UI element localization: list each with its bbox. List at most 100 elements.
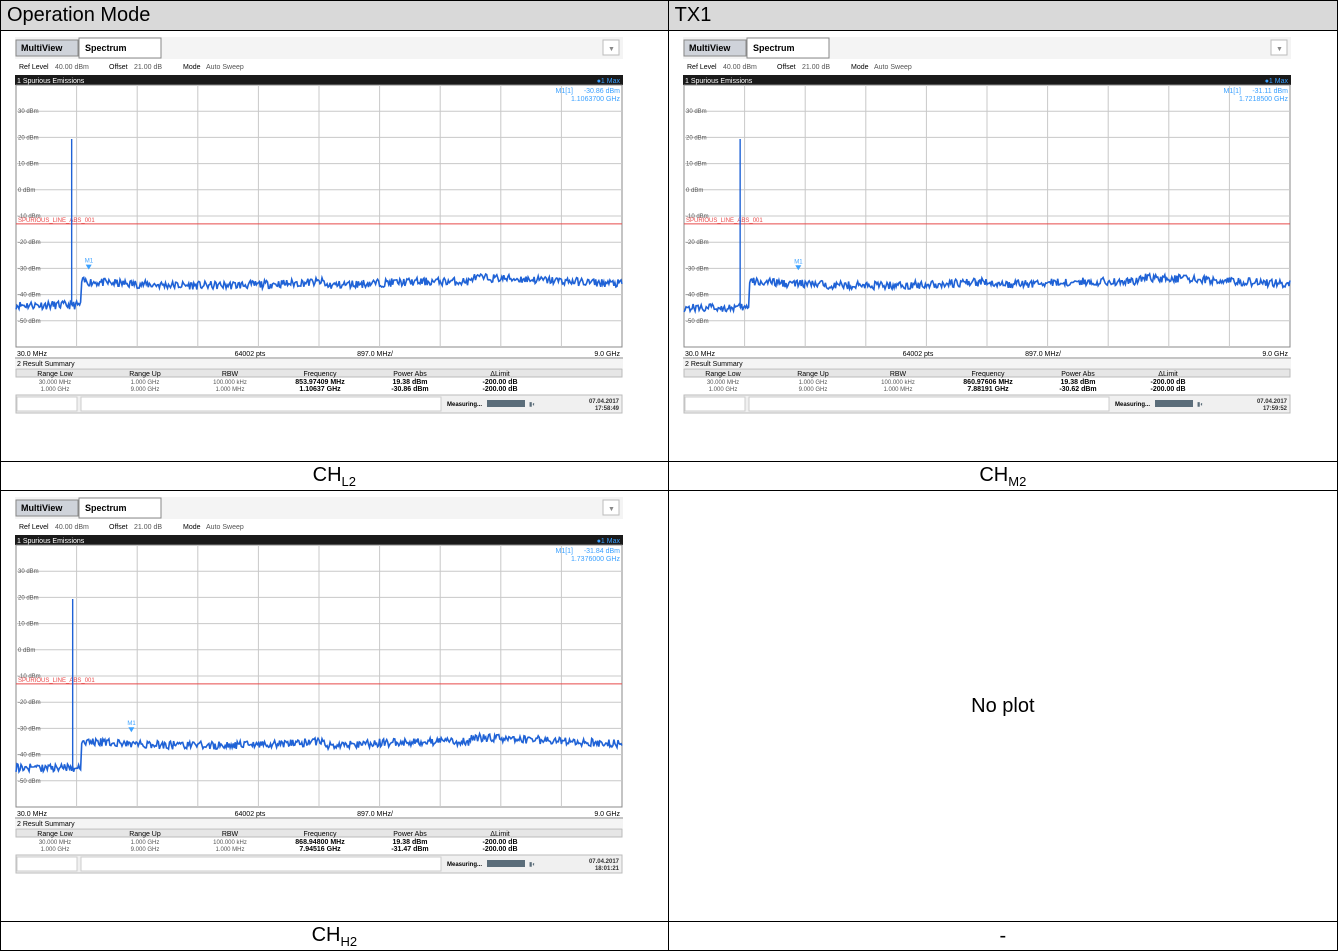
result-range-low: 1.000 GHz <box>708 387 737 393</box>
x-start-label: 30.0 MHz <box>17 811 47 818</box>
status-date: 07.04.2017 <box>1257 399 1288 405</box>
caption-low: CHL2 <box>0 461 669 491</box>
result-header-cell: RBW <box>889 371 906 378</box>
ref-level-value: 40.00 dBm <box>55 524 89 531</box>
ref-level-value: 40.00 dBm <box>723 64 757 71</box>
panel2-title: 2 Result Summary <box>685 361 743 368</box>
y-tick-label: 20 dBm <box>686 135 707 141</box>
y-tick-label: 10 dBm <box>18 162 39 168</box>
offset-label: Offset <box>109 524 128 531</box>
result-header-cell: Power Abs <box>393 371 427 378</box>
points-label: 64002 pts <box>235 351 266 358</box>
status-progress-icon <box>1154 400 1193 407</box>
result-range-up: 1.000 GHz <box>131 840 160 846</box>
x-stop-label: 9.0 GHz <box>594 351 620 358</box>
result-frequency: 7.88191 GHz <box>967 386 1009 393</box>
tab-multiview <box>15 499 79 517</box>
tab-multiview <box>683 39 747 57</box>
mid-freq-label: 897.0 MHz/ <box>1025 351 1061 358</box>
status-field-left <box>684 396 746 412</box>
mode-value: Auto Sweep <box>206 64 244 71</box>
panel1-titlebar <box>682 75 1291 85</box>
mode-label: Mode <box>183 64 201 71</box>
result-header-cell: Range Low <box>37 371 73 378</box>
panel1-title: 1 Spurious Emissions <box>685 78 753 85</box>
marker-readout-freq: 1.7376000 GHz <box>571 556 621 563</box>
spectrum-trace <box>15 731 623 775</box>
tab-multiview-label: MultiView <box>21 503 63 513</box>
y-tick-label: -10 dBm <box>18 214 41 220</box>
tab-multiview-label: MultiView <box>689 43 731 53</box>
tab-spectrum <box>746 37 830 59</box>
result-range-up: 9.000 GHz <box>798 387 827 393</box>
panel2-titlebar <box>682 359 1291 368</box>
marker-readout-label: M1[1] <box>555 88 573 95</box>
trace-label: ●1 Max <box>597 78 621 85</box>
y-tick-label: -30 dBm <box>686 266 709 272</box>
status-field-main <box>748 396 1110 412</box>
panel1-titlebar <box>15 75 623 85</box>
ref-level-label: Ref Level <box>19 524 49 531</box>
y-tick-label: -50 dBm <box>686 319 709 325</box>
y-tick-label: -10 dBm <box>18 674 41 680</box>
mode-value: Auto Sweep <box>874 64 912 71</box>
result-header-cell: Range Up <box>797 371 829 378</box>
result-header-row <box>15 828 623 838</box>
marker-readout-label: M1[1] <box>555 548 573 555</box>
result-header-cell: ΔLimit <box>1158 371 1178 378</box>
caption-low-base: CH <box>312 463 342 486</box>
chevron-down-icon: ▼ <box>608 506 615 513</box>
status-time: 17:59:52 <box>1263 406 1288 412</box>
tab-spectrum <box>78 37 162 59</box>
header-operation-mode: Operation Mode <box>0 0 669 31</box>
result-range-up: 1.000 GHz <box>798 380 827 386</box>
ref-level-label: Ref Level <box>687 64 717 71</box>
header-tx1-text: TX1 <box>674 4 712 26</box>
result-power-abs: -31.47 dBm <box>391 846 428 853</box>
spectrum-svg: MultiView Spectrum ▼ Ref Level 40.00 dBm Offs… <box>15 37 623 414</box>
y-tick-label: 10 dBm <box>18 622 39 628</box>
limit-line-label: SPURIOUS_LINE_ABS_001 <box>18 678 95 684</box>
result-range-up: 9.000 GHz <box>131 387 160 393</box>
y-tick-label: -40 dBm <box>18 753 41 759</box>
result-frequency: 868.94800 MHz <box>295 839 345 846</box>
caption-mid: CHM2 <box>667 461 1338 491</box>
spectrum-trace <box>682 271 1291 315</box>
spectrum-trace <box>15 272 623 312</box>
caption-mid-sub: M2 <box>1008 473 1027 489</box>
result-power-abs: -30.62 dBm <box>1059 386 1096 393</box>
result-rbw: 100.000 kHz <box>213 380 247 386</box>
result-power-abs: 19.38 dBm <box>392 379 427 386</box>
marker-m1-label: M1 <box>794 259 803 265</box>
x-start-label: 30.0 MHz <box>685 351 715 358</box>
status-field-main <box>80 856 442 872</box>
plot-cell-low: MultiView Spectrum ▼ Ref Level 40.00 dBm Offs… <box>0 30 669 462</box>
spectrum-svg: MultiView Spectrum ▼ Ref Level 40.00 dBm Offs… <box>15 497 623 874</box>
marker-m1 <box>128 727 135 733</box>
caption-high-base: CH <box>311 923 341 946</box>
plot-cell-high: MultiView Spectrum ▼ Ref Level 40.00 dBm Offs… <box>0 490 669 922</box>
result-range-low: 30.000 MHz <box>39 380 71 386</box>
limit-line-label: SPURIOUS_LINE_ABS_001 <box>18 218 95 224</box>
result-range-up: 1.000 GHz <box>131 380 160 386</box>
plot-cell-mid: MultiView Spectrum ▼ Ref Level 40.00 dBm Offs… <box>667 30 1338 462</box>
marker-readout-level: -30.86 dBm <box>584 88 620 95</box>
chevron-down-icon: ▼ <box>608 46 615 53</box>
result-delta-limit: -200.00 dB <box>482 839 517 846</box>
result-header-cell: RBW <box>222 371 239 378</box>
marker-m1 <box>85 264 92 270</box>
result-header-cell: Range Up <box>129 831 161 838</box>
status-field-left <box>16 856 78 872</box>
header-operation-mode-text: Operation Mode <box>7 4 151 26</box>
status-date: 07.04.2017 <box>589 399 620 405</box>
result-range-low: 1.000 GHz <box>41 847 70 853</box>
result-frequency: 1.10637 GHz <box>299 386 341 393</box>
offset-value: 21.00 dB <box>134 524 162 531</box>
offset-value: 21.00 dB <box>802 64 830 71</box>
result-header-row <box>683 368 1291 378</box>
y-tick-label: -30 dBm <box>18 266 41 272</box>
result-header-cell: RBW <box>222 831 239 838</box>
result-rbw: 100.000 kHz <box>881 380 915 386</box>
caption-low-sub: L2 <box>341 473 356 489</box>
